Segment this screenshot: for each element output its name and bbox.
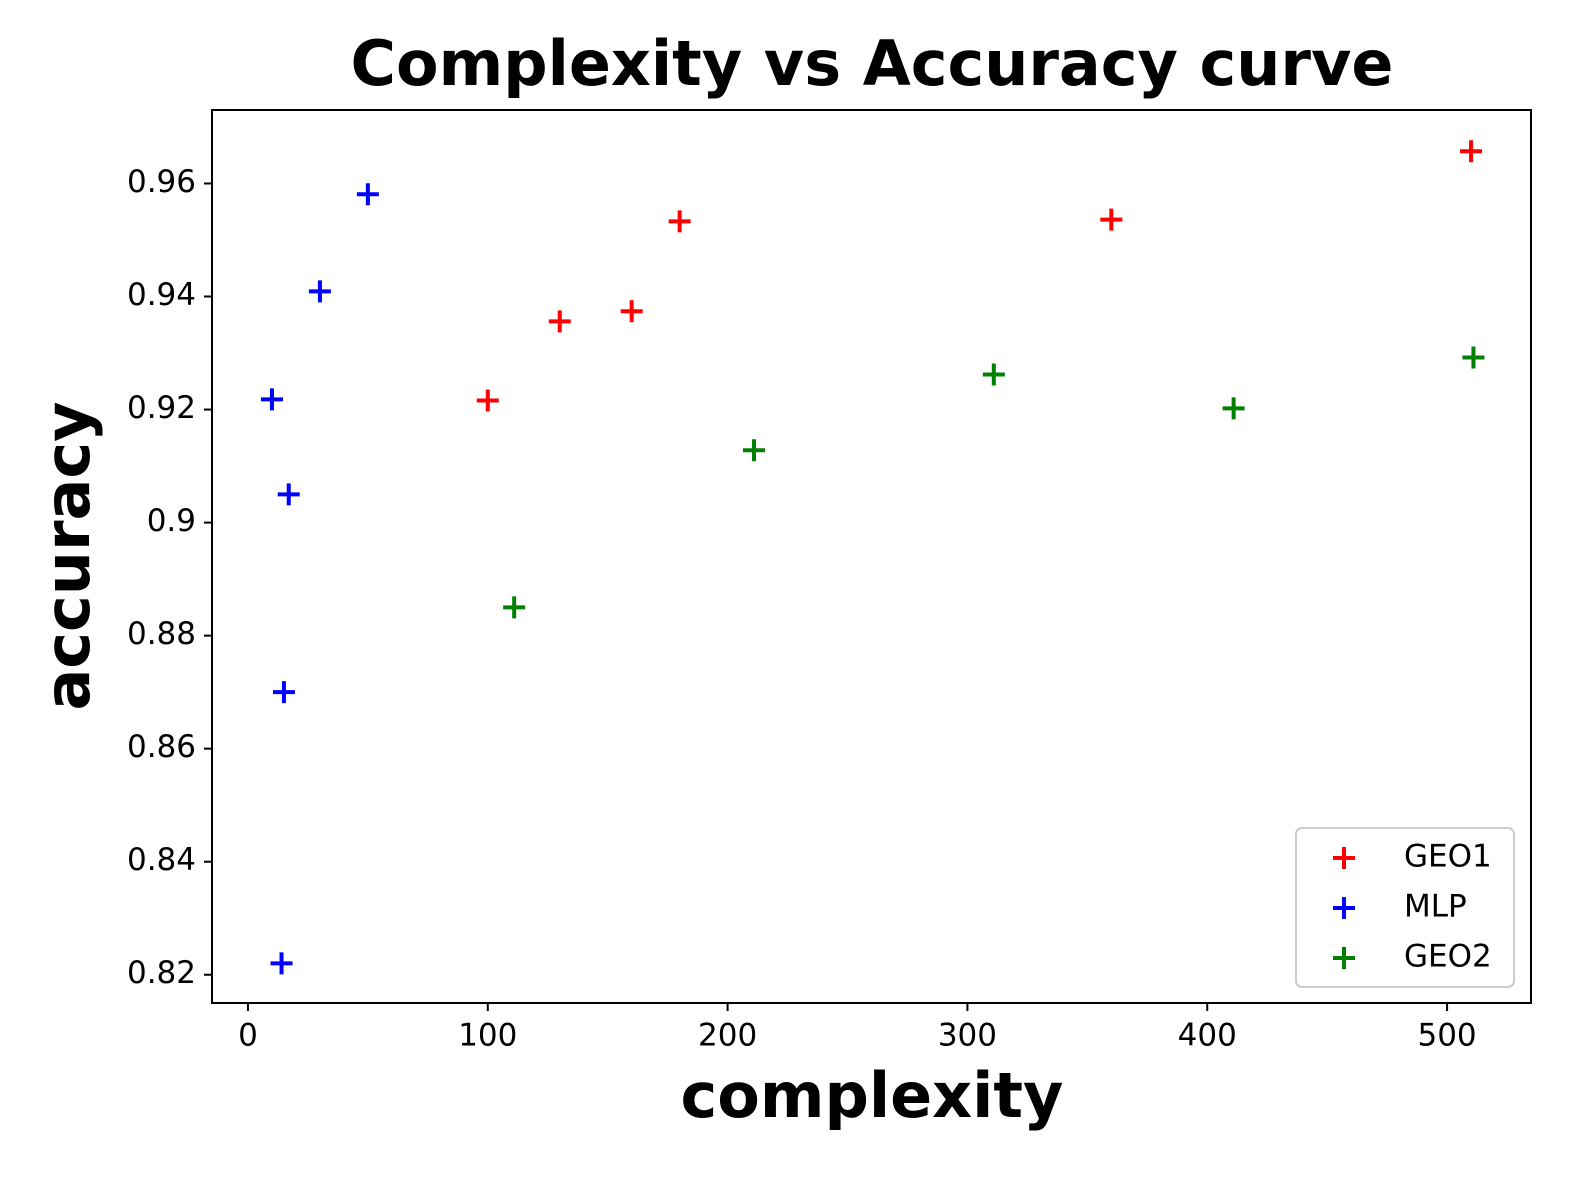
x-axis-label: complexity bbox=[681, 1059, 1064, 1132]
point bbox=[1462, 346, 1485, 369]
y-tick-label: 0.94 bbox=[127, 277, 196, 313]
y-tick-label: 0.82 bbox=[127, 955, 196, 991]
legend-box bbox=[1295, 827, 1515, 988]
point bbox=[1222, 397, 1245, 420]
point bbox=[742, 439, 765, 462]
point bbox=[272, 681, 295, 704]
x-tick-label: 300 bbox=[938, 1018, 997, 1054]
legend-label: GEO2 bbox=[1404, 939, 1492, 975]
legend-label: MLP bbox=[1404, 889, 1467, 925]
x-tick-label: 0 bbox=[238, 1018, 258, 1054]
point bbox=[548, 310, 571, 333]
point bbox=[476, 389, 499, 412]
point bbox=[668, 210, 691, 233]
point bbox=[277, 483, 300, 506]
y-tick-label: 0.88 bbox=[127, 616, 196, 652]
y-tick-label: 0.92 bbox=[127, 390, 196, 426]
legend-marker bbox=[1333, 897, 1355, 919]
x-tick-label: 400 bbox=[1178, 1018, 1237, 1054]
legend-marker bbox=[1333, 847, 1355, 869]
point bbox=[308, 280, 331, 303]
point bbox=[1100, 208, 1123, 231]
point bbox=[503, 596, 526, 619]
x-tick-label: 100 bbox=[458, 1018, 517, 1054]
point bbox=[620, 300, 643, 323]
y-axis-label: accuracy bbox=[31, 401, 104, 710]
y-tick-label: 0.84 bbox=[127, 842, 196, 878]
point bbox=[270, 952, 293, 975]
x-tick-label: 500 bbox=[1417, 1018, 1476, 1054]
point bbox=[1460, 140, 1483, 163]
y-tick-label: 0.86 bbox=[127, 729, 196, 765]
y-tick-label: 0.9 bbox=[147, 503, 196, 539]
plot-frame bbox=[211, 109, 1532, 1004]
legend-marker bbox=[1333, 947, 1355, 969]
chart-title: Complexity vs Accuracy curve bbox=[351, 27, 1394, 100]
legend-label: GEO1 bbox=[1404, 839, 1492, 875]
y-tick-label: 0.96 bbox=[127, 164, 196, 200]
x-tick-label: 200 bbox=[698, 1018, 757, 1054]
point bbox=[982, 363, 1005, 386]
point bbox=[260, 388, 283, 411]
point bbox=[356, 183, 379, 206]
